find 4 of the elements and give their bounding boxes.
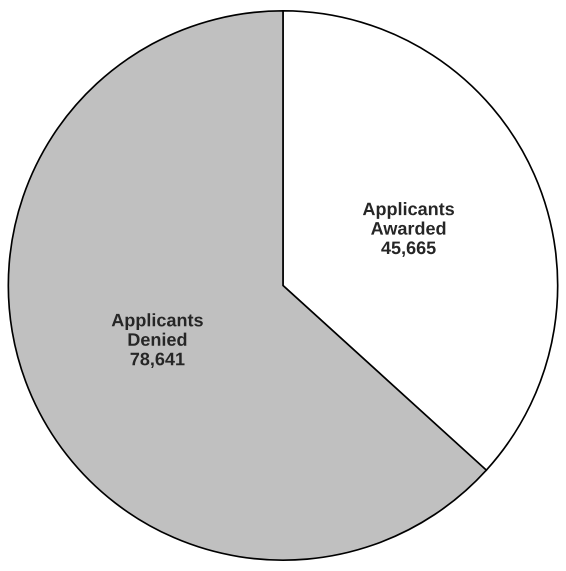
data-label: 45,665 (381, 241, 436, 257)
slice-label: Applicants Denied (112, 313, 203, 346)
slice-label: Applicants Awarded (362, 202, 454, 235)
data-label: 78,641 (130, 352, 185, 368)
